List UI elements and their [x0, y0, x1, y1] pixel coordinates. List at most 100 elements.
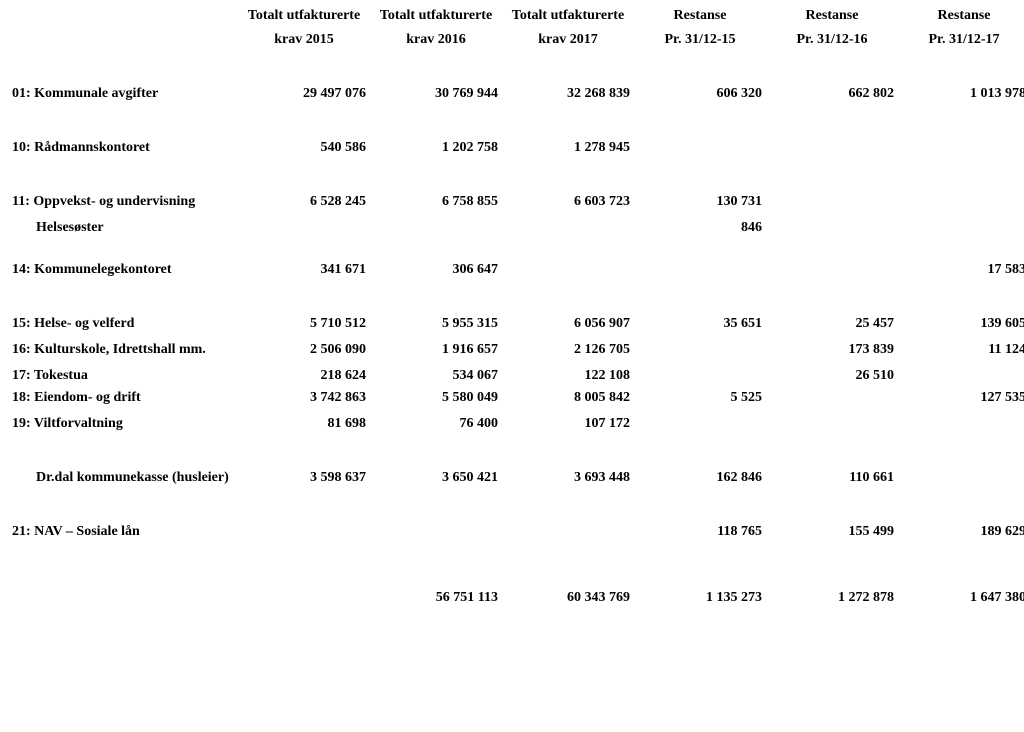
cell-value	[766, 406, 898, 432]
cell-value: 1 013 978	[898, 76, 1024, 102]
table-row: 21: NAV – Sosiale lån 118 765155 499189 6…	[8, 486, 1024, 540]
cell-value: 306 647	[370, 236, 502, 278]
cell-value	[766, 384, 898, 406]
header-col: krav 2015	[238, 24, 370, 76]
cell-value	[898, 358, 1024, 384]
table-row: 16: Kulturskole, Idrettshall mm.2 506 09…	[8, 332, 1024, 358]
cell-value: 1 272 878	[766, 540, 898, 606]
header-col: Pr. 31/12-17	[898, 24, 1024, 76]
cell-value: 17 583	[898, 236, 1024, 278]
row-label: 11: Oppvekst- og undervisning	[8, 156, 238, 210]
header-col: Pr. 31/12-16	[766, 24, 898, 76]
cell-value: 26 510	[766, 358, 898, 384]
table-row: 14: Kommunelegekontoret341 671306 647 17 …	[8, 236, 1024, 278]
table-row: Helsesøster 846	[8, 210, 1024, 236]
header-col: Restanse	[634, 0, 766, 24]
table-row: 19: Viltforvaltning81 69876 400107 172	[8, 406, 1024, 432]
cell-value	[634, 358, 766, 384]
row-label: 21: NAV – Sosiale lån	[8, 486, 238, 540]
header-blank	[8, 0, 238, 24]
totals-row: 56 751 11360 343 7691 135 2731 272 8781 …	[8, 540, 1024, 606]
header-col: krav 2017	[502, 24, 634, 76]
table-row: 11: Oppvekst- og undervisning6 528 2456 …	[8, 156, 1024, 210]
table-header: Totalt utfakturerte Totalt utfakturerte …	[8, 0, 1024, 76]
header-col: Pr. 31/12-15	[634, 24, 766, 76]
cell-value	[766, 236, 898, 278]
header-col: Restanse	[766, 0, 898, 24]
header-row-1: Totalt utfakturerte Totalt utfakturerte …	[8, 0, 1024, 24]
cell-value: 8 005 842	[502, 384, 634, 406]
cell-value: 341 671	[238, 236, 370, 278]
cell-value: 1 135 273	[634, 540, 766, 606]
cell-value: 3 742 863	[238, 384, 370, 406]
cell-value: 6 758 855	[370, 156, 502, 210]
table-row: 18: Eiendom- og drift3 742 8635 580 0498…	[8, 384, 1024, 406]
row-label: 10: Rådmannskontoret	[8, 102, 238, 156]
cell-value	[502, 486, 634, 540]
cell-value	[238, 486, 370, 540]
cell-value	[898, 406, 1024, 432]
cell-value: 11 124	[898, 332, 1024, 358]
cell-value: 5 710 512	[238, 278, 370, 332]
table-row: 10: Rådmannskontoret540 5861 202 7581 27…	[8, 102, 1024, 156]
cell-value	[634, 406, 766, 432]
cell-value: 56 751 113	[370, 540, 502, 606]
cell-value: 162 846	[634, 432, 766, 486]
cell-value	[502, 236, 634, 278]
cell-value: 127 535	[898, 384, 1024, 406]
cell-value: 6 528 245	[238, 156, 370, 210]
cell-value: 5 955 315	[370, 278, 502, 332]
cell-value: 122 108	[502, 358, 634, 384]
cell-value: 130 731	[634, 156, 766, 210]
row-label: 18: Eiendom- og drift	[8, 384, 238, 406]
cell-value: 534 067	[370, 358, 502, 384]
cell-value: 3 650 421	[370, 432, 502, 486]
cell-value: 189 629	[898, 486, 1024, 540]
cell-value: 25 457	[766, 278, 898, 332]
row-label: 14: Kommunelegekontoret	[8, 236, 238, 278]
cell-value: 118 765	[634, 486, 766, 540]
header-blank	[8, 24, 238, 76]
cell-value: 110 661	[766, 432, 898, 486]
cell-value: 155 499	[766, 486, 898, 540]
row-label: 15: Helse- og velferd	[8, 278, 238, 332]
table-body: 01: Kommunale avgifter29 497 07630 769 9…	[8, 76, 1024, 606]
cell-value: 2 126 705	[502, 332, 634, 358]
header-row-2: krav 2015 krav 2016 krav 2017 Pr. 31/12-…	[8, 24, 1024, 76]
table-row: 01: Kommunale avgifter29 497 07630 769 9…	[8, 76, 1024, 102]
row-label: 19: Viltforvaltning	[8, 406, 238, 432]
cell-value	[238, 540, 370, 606]
cell-value	[898, 156, 1024, 210]
table-row: 15: Helse- og velferd5 710 5125 955 3156…	[8, 278, 1024, 332]
row-label: 17: Tokestua	[8, 358, 238, 384]
row-label: Dr.dal kommunekasse (husleier)	[8, 432, 238, 486]
cell-value: 662 802	[766, 76, 898, 102]
cell-value: 3 693 448	[502, 432, 634, 486]
cell-value	[370, 210, 502, 236]
cell-value	[502, 210, 634, 236]
cell-value: 76 400	[370, 406, 502, 432]
header-col: Totalt utfakturerte	[238, 0, 370, 24]
cell-value: 5 580 049	[370, 384, 502, 406]
row-label	[8, 540, 238, 606]
cell-value	[634, 236, 766, 278]
cell-value	[898, 432, 1024, 486]
row-label: Helsesøster	[8, 210, 238, 236]
header-col: Restanse	[898, 0, 1024, 24]
cell-value	[898, 102, 1024, 156]
cell-value: 35 651	[634, 278, 766, 332]
cell-value	[634, 332, 766, 358]
cell-value: 30 769 944	[370, 76, 502, 102]
cell-value	[634, 102, 766, 156]
cell-value	[766, 210, 898, 236]
cell-value: 107 172	[502, 406, 634, 432]
header-col: krav 2016	[370, 24, 502, 76]
cell-value: 606 320	[634, 76, 766, 102]
cell-value	[238, 210, 370, 236]
cell-value: 218 624	[238, 358, 370, 384]
header-col: Totalt utfakturerte	[502, 0, 634, 24]
cell-value: 846	[634, 210, 766, 236]
cell-value: 173 839	[766, 332, 898, 358]
cell-value: 1 647 380	[898, 540, 1024, 606]
cell-value: 1 916 657	[370, 332, 502, 358]
